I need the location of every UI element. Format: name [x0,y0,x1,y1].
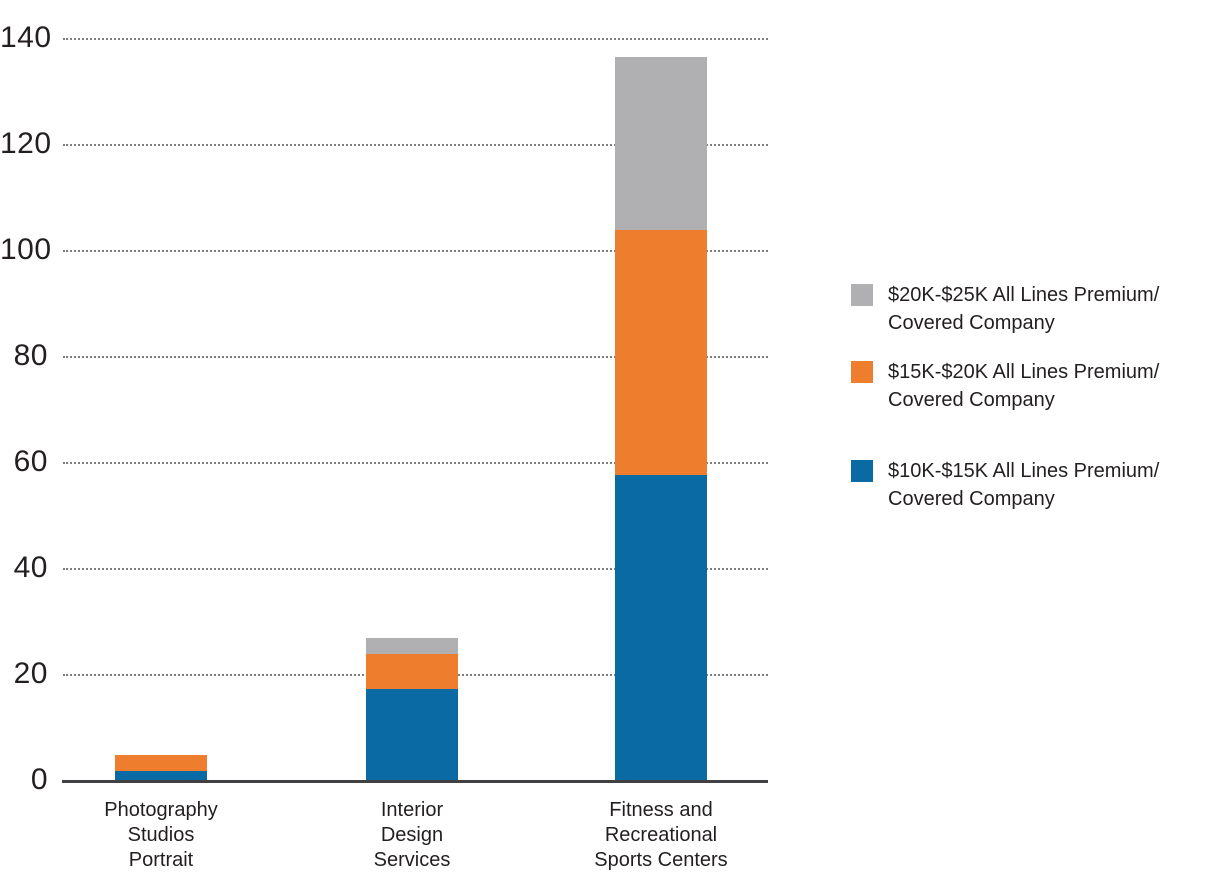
bar-2-segment-1 [615,229,707,476]
bar-2-segment-2 [615,56,707,230]
x-axis-line [62,780,768,783]
gridline-40 [63,568,768,570]
legend-item-20k-25k: $20K-$25K All Lines Premium/ Covered Com… [851,281,1159,337]
y-tick-label-0: 0 [30,763,48,796]
bar-2-segment-0 [615,475,707,781]
gridline-100 [63,250,768,252]
bar-0-segment-0 [115,770,207,781]
legend-label: $15K-$20K All Lines Premium/ Covered Com… [888,361,1160,411]
category-label-interior-design-services: Interior Design Services [373,799,451,871]
legend-label: $20K-$25K All Lines Premium/ Covered Com… [888,284,1160,334]
legend-swatch-blue-icon [851,460,873,482]
bar-1-segment-2 [366,638,458,655]
legend-swatch-orange-icon [851,361,873,383]
y-tick-label-140: 140 [0,21,52,54]
y-tick-label-120: 120 [0,127,52,160]
bar-1-segment-0 [366,688,458,781]
y-tick-label-20: 20 [13,657,48,690]
y-tick-label-80: 80 [13,339,48,372]
gridline-60 [63,462,768,464]
legend-swatch-gray-icon [851,284,873,306]
gridline-120 [63,144,768,146]
gridline-140 [63,38,768,40]
y-tick-label-40: 40 [13,551,48,584]
legend-item-15k-20k: $15K-$20K All Lines Premium/ Covered Com… [851,358,1159,414]
bar-2 [615,56,707,781]
category-label-fitness-recreational-sports-centers: Fitness and Recreational Sports Centers [594,799,728,871]
bar-1-segment-1 [366,654,458,689]
legend-label: $10K-$15K All Lines Premium/ Covered Com… [888,460,1160,510]
legend-item-10k-15k: $10K-$15K All Lines Premium/ Covered Com… [851,457,1159,513]
y-tick-label-60: 60 [13,445,48,478]
bar-0-segment-1 [115,755,207,771]
y-tick-label-100: 100 [0,233,52,266]
bar-1 [366,638,458,781]
gridline-80 [63,356,768,358]
bar-0 [115,755,207,781]
category-label-photography-studios-portrait: Photography Studios Portrait [104,799,218,871]
